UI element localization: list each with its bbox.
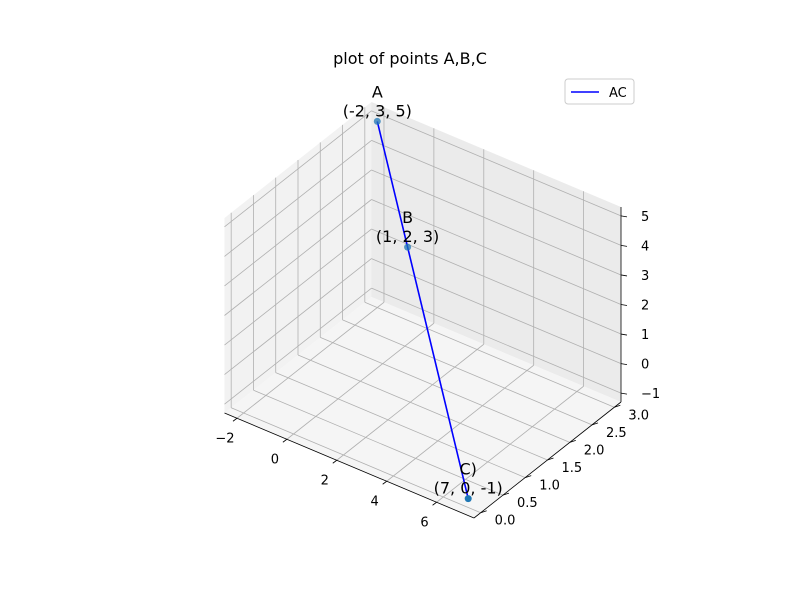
legend-box (564, 78, 635, 105)
grid-line (253, 389, 504, 496)
x-tick-mark (332, 459, 338, 464)
y-tick-mark (480, 510, 487, 514)
y-tick-mark (547, 457, 554, 461)
series (376, 121, 469, 499)
z-tick-label: 1 (641, 328, 649, 343)
legend: AC (564, 78, 635, 105)
grid-line (371, 287, 622, 394)
grid-line (224, 228, 372, 346)
grid-line (342, 319, 593, 426)
x-tick-mark (432, 501, 437, 506)
y-tick-mark (569, 440, 576, 443)
grid-line (297, 354, 548, 461)
point-a (373, 117, 381, 125)
grid-line (231, 407, 481, 514)
z-tick-mark (620, 304, 628, 306)
y-tick-label: 0.5 (517, 496, 538, 511)
y-tick-label: 3.0 (628, 408, 649, 423)
x-tick-label: 6 (420, 515, 428, 530)
y-tick-mark (614, 404, 621, 408)
grid-line (224, 110, 372, 228)
grid-line (224, 169, 372, 287)
grid-line (371, 199, 622, 305)
grid-line (364, 301, 615, 408)
z-tick-mark (620, 333, 628, 336)
y-tick-mark (525, 475, 532, 478)
z-tick-mark (620, 392, 628, 395)
x-tick-label: 4 (371, 494, 379, 509)
z-tick-label: 3 (641, 269, 649, 284)
z-tick-mark (620, 274, 628, 277)
y-tick-label: 1.5 (562, 461, 583, 476)
data-points: A (-2, 3, 5) B (1, 2, 3) C) (7, 0, -1) (343, 82, 503, 503)
grid-line (224, 199, 372, 316)
series-line-ac (376, 121, 469, 499)
x-tick-label: 0 (271, 452, 279, 467)
y-tick-label: 1.0 (539, 479, 560, 494)
grid-line (224, 258, 372, 375)
grid-line (320, 337, 570, 443)
x-tick-mark (382, 480, 387, 485)
tick-labels: −2 0 2 4 6 0.00.51.01.52.02.53.0 −1 0 1 2 3 4 5 (215, 210, 660, 530)
chart-title: plot of points A,B,C (333, 49, 487, 68)
x-axis-line (224, 412, 475, 519)
grid-line (224, 140, 372, 257)
point-c (464, 495, 472, 503)
y-tick-mark (502, 492, 510, 496)
legend-entry: AC (609, 86, 627, 101)
point-label-c: C) (7, 0, -1) (434, 460, 503, 498)
z-tick-mark (620, 245, 628, 247)
grid-lines (224, 107, 622, 514)
grid-line (371, 169, 622, 276)
z-tick-label: 0 (641, 358, 649, 373)
x-tick-label: 2 (321, 473, 329, 488)
point-label-a: A (-2, 3, 5) (343, 82, 412, 120)
point-b (404, 243, 412, 251)
point-label-b: B (1, 2, 3) (376, 208, 439, 246)
x-tick-mark (282, 438, 288, 443)
grid-line (371, 110, 622, 217)
y-tick-label: 0.0 (495, 514, 516, 529)
z-tick-label: 4 (641, 239, 649, 254)
grid-line (371, 228, 622, 335)
z-tick-mark (620, 363, 628, 365)
y-tick-mark (591, 422, 599, 426)
z-tick-mark (620, 215, 628, 218)
y-tick-label: 2.0 (584, 443, 605, 458)
z-tick-label: −1 (641, 387, 660, 402)
y-tick-label: 2.5 (606, 426, 627, 441)
grid-line (371, 258, 622, 364)
grid-line (371, 140, 622, 246)
x-tick-mark (232, 417, 238, 422)
grid-line (224, 287, 372, 405)
x-tick-label: −2 (215, 431, 234, 446)
z-tick-label: 2 (641, 299, 649, 314)
axes (224, 207, 628, 519)
z-tick-label: 5 (641, 210, 649, 225)
grid-line (275, 372, 526, 478)
